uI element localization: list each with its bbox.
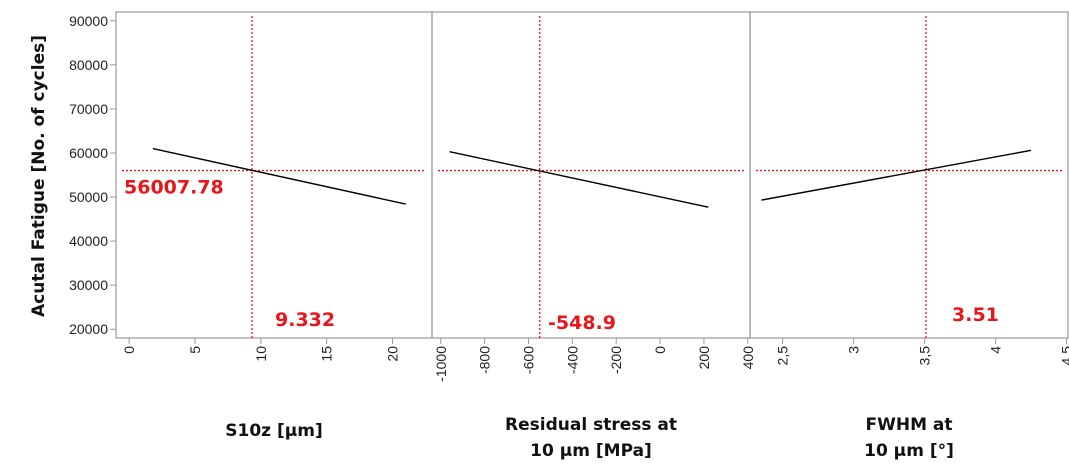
profile-line: [152, 147, 406, 205]
x-axis-title: 10 µm [MPa]: [530, 441, 652, 461]
y-tick-label: 60000: [69, 145, 108, 161]
x-tick-label: 4: [988, 346, 1004, 354]
current-x-label: 9.332: [275, 309, 335, 331]
y-tick-label: 70000: [69, 101, 108, 117]
y-tick-label: 90000: [69, 13, 108, 29]
x-tick-label: -800: [477, 346, 493, 374]
y-tick-label: 40000: [69, 233, 108, 249]
y-axis-title: Acutal Fatigue [No. of cycles]: [29, 35, 49, 317]
x-tick-label: -200: [608, 346, 624, 374]
profile-panel-1: 0 5 10 15 20 9.332 S10z [µm]: [115, 11, 433, 441]
profile-line: [761, 149, 1032, 201]
current-x-label: 3.51: [952, 304, 999, 326]
x-tick-label: 0: [652, 346, 668, 354]
y-tick-label: 50000: [69, 189, 108, 205]
profile-line: [449, 150, 709, 208]
panel-frame: [749, 11, 1069, 339]
panel-frame: [431, 11, 751, 339]
x-tick-label: -400: [564, 346, 580, 374]
x-tick-label: 200: [696, 346, 712, 370]
x-tick-label: 15: [319, 346, 335, 362]
predicted-value-label: 56007.78: [124, 177, 224, 199]
x-axis-title: 10 µm [°]: [864, 441, 954, 461]
profile-panel-2: -1000 -800 -600 -400 -200 0 200 400 -548.9 Residu…: [431, 11, 756, 461]
x-tick-label: 5: [187, 346, 203, 354]
x-tick-label: 20: [385, 346, 401, 362]
y-axis: 20000 30000 40000 50000 60000 70000 80000 90000: [69, 12, 117, 338]
x-tick-label: 0: [121, 346, 137, 354]
x-tick-label: 4.5: [1059, 346, 1069, 366]
x-tick-label: 2,5: [775, 346, 791, 366]
y-tick-label: 20000: [69, 321, 108, 337]
current-x-label: -548.9: [548, 312, 616, 334]
y-tick-label: 80000: [69, 57, 108, 73]
x-axis-title: S10z [µm]: [225, 421, 322, 441]
y-tick-label: 30000: [69, 277, 108, 293]
x-tick-label: 400: [740, 346, 756, 370]
x-tick-label: -1000: [433, 346, 449, 382]
x-axis-title: Residual stress at: [505, 415, 677, 435]
x-axis-title: FWHM at: [865, 415, 952, 435]
profile-panel-3: 2,5 3 3,5 4 4.5 3.51 FWHM at 10 µm [°]: [749, 11, 1069, 461]
x-tick-label: 3,5: [917, 346, 933, 366]
x-tick-label: -600: [520, 346, 536, 374]
x-tick-label: 10: [253, 346, 269, 362]
x-tick-label: 3: [846, 346, 862, 354]
